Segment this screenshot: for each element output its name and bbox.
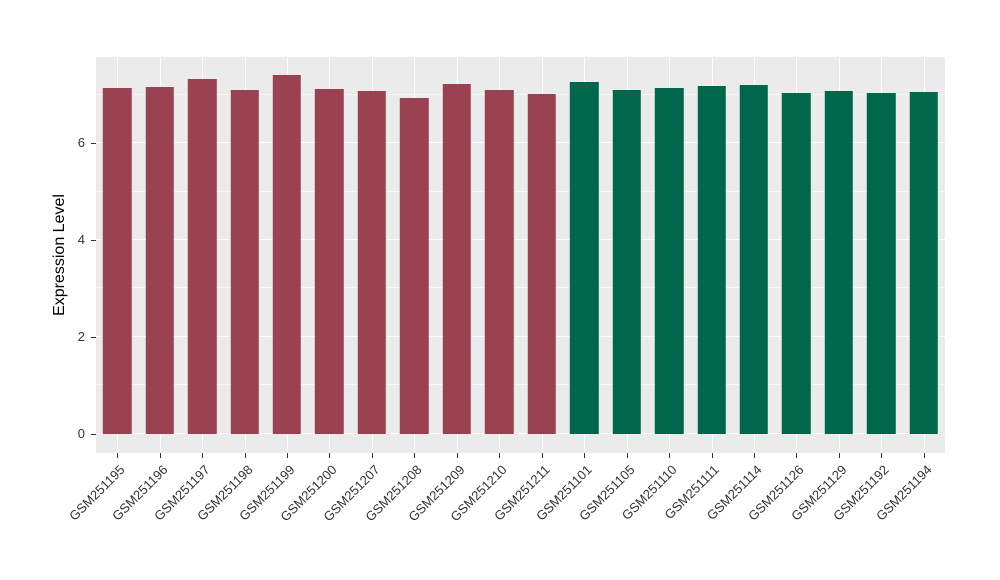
bar <box>739 85 769 434</box>
bar <box>230 89 259 434</box>
x-tick-mark <box>414 453 416 458</box>
bar <box>103 88 132 434</box>
x-tick-mark <box>711 453 713 458</box>
x-tick-mark <box>287 453 289 458</box>
x-tick-mark <box>923 453 925 458</box>
plot-panel: GSM251195 GSM251196 GSM251197 GSM251198 GSM2… <box>66 57 945 524</box>
bar-slot: GSM251207 <box>320 57 393 524</box>
bar-slot: GSM251194 <box>873 57 945 524</box>
bar-slot: GSM251192 <box>830 57 902 524</box>
major-gridline <box>96 238 945 240</box>
x-tick-mark <box>499 453 501 458</box>
bar-slot: GSM251208 <box>363 57 435 524</box>
bar-slot: GSM251195 <box>66 57 138 524</box>
bar <box>782 93 811 434</box>
major-gridline <box>96 142 945 144</box>
bar-slot: GSM251199 <box>236 57 308 524</box>
x-tick-mark <box>329 453 331 458</box>
y-axis-title: Expression Level <box>51 194 68 316</box>
bar-slot: GSM251110 <box>619 57 690 523</box>
major-gridline <box>96 432 945 434</box>
x-tick-mark <box>202 453 204 458</box>
bar <box>697 86 726 434</box>
bar <box>400 98 429 434</box>
bar-slot: GSM251211 <box>491 57 563 524</box>
minor-gridline <box>96 384 945 386</box>
x-tick-mark <box>584 453 586 458</box>
bar <box>315 88 344 434</box>
x-tick-mark <box>669 453 671 458</box>
x-tick-mark <box>117 453 119 458</box>
bar-slot: GSM251111 <box>662 57 732 522</box>
bar <box>357 90 387 434</box>
x-tick-mark <box>541 453 543 458</box>
minor-gridline <box>96 93 945 95</box>
major-gridline <box>96 335 945 337</box>
bar <box>569 82 599 434</box>
bar-slot: GSM251114 <box>704 57 775 523</box>
bar-slot: GSM251200 <box>278 57 350 524</box>
bar-slots: GSM251195 GSM251196 GSM251197 GSM251198 GSM2… <box>66 57 945 524</box>
x-tick-mark <box>456 453 458 458</box>
bar <box>909 91 939 434</box>
x-tick-mark <box>159 453 161 458</box>
bar <box>612 89 641 434</box>
bar-slot: GSM251126 <box>746 57 817 524</box>
bar-slot: GSM251198 <box>194 57 265 524</box>
bar <box>654 88 684 434</box>
minor-gridline <box>96 190 945 192</box>
bar <box>442 84 472 434</box>
x-tick-mark <box>881 453 883 458</box>
x-tick-mark <box>626 453 628 458</box>
x-tick-mark <box>754 453 756 458</box>
bar <box>187 79 217 434</box>
bar-slot: GSM251209 <box>405 57 478 524</box>
x-tick-mark <box>796 453 798 458</box>
bar <box>527 94 556 434</box>
y-tick-label: 0 <box>77 425 85 441</box>
minor-gridline <box>96 287 945 289</box>
bar <box>867 92 896 434</box>
bar <box>485 89 514 434</box>
x-tick-mark <box>371 453 373 458</box>
bar-slot: GSM251197 <box>151 57 223 524</box>
bar <box>272 74 302 434</box>
bar-slot: GSM251196 <box>109 57 180 524</box>
bar-slot: GSM251210 <box>448 57 520 524</box>
x-tick-mark <box>838 453 840 458</box>
x-tick-mark <box>244 453 246 458</box>
bar-slot: GSM251105 <box>576 57 647 524</box>
bar <box>824 90 854 434</box>
bar-slot: GSM251101 <box>533 57 605 524</box>
y-tick-label: 6 <box>77 135 85 151</box>
y-tick-label: 2 <box>77 328 85 344</box>
bar-slot: GSM251129 <box>788 57 860 524</box>
bar <box>145 87 174 434</box>
